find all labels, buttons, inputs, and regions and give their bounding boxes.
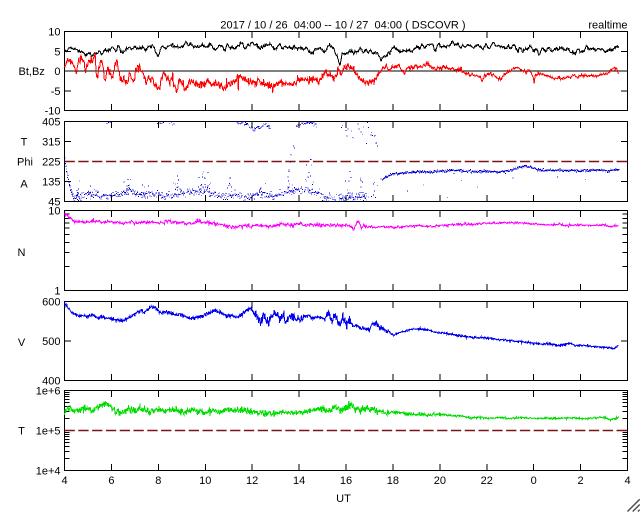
svg-text:10: 10 <box>199 475 211 487</box>
svg-text:135: 135 <box>42 177 60 189</box>
svg-text:4: 4 <box>61 475 67 487</box>
svg-text:1e+5: 1e+5 <box>36 426 61 438</box>
svg-text:N: N <box>18 247 26 259</box>
svg-text:500: 500 <box>42 336 60 348</box>
svg-text:16: 16 <box>340 475 352 487</box>
svg-text:10: 10 <box>48 27 60 39</box>
svg-text:45: 45 <box>48 197 60 209</box>
svg-text:20: 20 <box>434 475 446 487</box>
svg-text:0: 0 <box>54 66 60 78</box>
svg-text:2017 / 10 / 26 04:00 -- 10 /: 2017 / 10 / 26 04:00 -- 10 / 27 04:00 ( … <box>220 20 465 32</box>
svg-text:6: 6 <box>108 475 114 487</box>
svg-text:-5: -5 <box>51 86 61 98</box>
svg-text:10: 10 <box>48 206 60 218</box>
svg-text:400: 400 <box>42 376 60 388</box>
svg-text:405: 405 <box>42 117 60 129</box>
svg-text:Phi: Phi <box>17 157 33 169</box>
svg-text:12: 12 <box>246 475 258 487</box>
svg-text:2: 2 <box>578 475 584 487</box>
svg-text:315: 315 <box>42 137 60 149</box>
svg-text:18: 18 <box>387 475 399 487</box>
svg-text:A: A <box>20 179 28 191</box>
svg-text:V: V <box>18 337 26 349</box>
svg-text:5: 5 <box>54 46 60 58</box>
svg-text:realtime: realtime <box>588 20 627 32</box>
svg-text:225: 225 <box>42 157 60 169</box>
svg-text:600: 600 <box>42 297 60 309</box>
svg-text:1e+4: 1e+4 <box>36 466 61 478</box>
svg-text:0: 0 <box>531 475 537 487</box>
svg-text:UT: UT <box>336 493 351 505</box>
svg-text:8: 8 <box>155 475 161 487</box>
svg-text:14: 14 <box>293 475 305 487</box>
svg-text:4: 4 <box>624 475 630 487</box>
svg-text:Bt,Bz: Bt,Bz <box>19 66 45 78</box>
svg-text:T: T <box>21 137 28 149</box>
svg-text:T: T <box>18 426 25 438</box>
svg-text:22: 22 <box>481 475 493 487</box>
svg-text:1: 1 <box>54 286 60 298</box>
svg-text:-10: -10 <box>45 106 61 118</box>
svg-text:1e+6: 1e+6 <box>36 386 61 398</box>
